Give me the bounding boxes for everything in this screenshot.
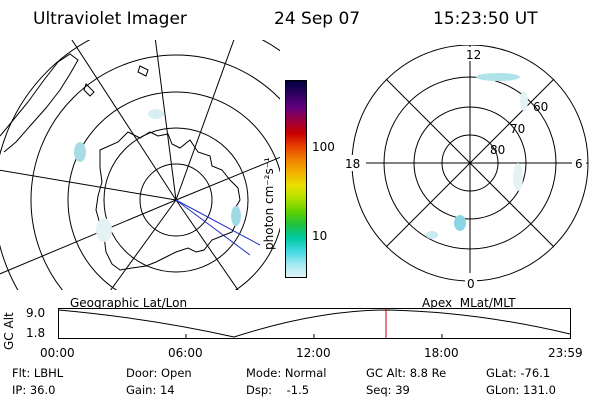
aurora-patch [476,73,520,81]
time-label: 15:23:50 UT [433,9,538,29]
mlat-label-70: 70 [510,122,525,136]
info-gc-alt: GC Alt: 8.8 Re [366,366,447,380]
xtick-2359: 23:59 [548,346,583,360]
meridian-line [175,199,239,290]
info-flt: Flt: LBHL [12,366,64,380]
geographic-map [0,40,280,290]
app-title: Ultraviolet Imager [33,9,187,29]
colorbar-tick-100: 100 [312,140,335,154]
lat-circle-40 [0,40,280,290]
xtick-0000: 00:00 [40,346,75,360]
xtick-1800: 18:00 [424,346,459,360]
info-ip: IP: 36.0 [12,383,56,397]
mlt-label-18: 18 [345,157,360,171]
colorbar-tick-10: 10 [312,229,328,243]
left-map-caption: Geographic Lat/Lon [70,296,188,310]
info-dsp: Dsp: -1.5 [246,383,310,397]
antarctica-coast [95,131,241,271]
timeline-ymin: 1.8 [26,326,46,340]
info-glon: GLon: 131.0 [486,383,556,397]
colorbar-label: photon cm⁻²s⁻¹ [262,157,276,250]
mlt-label-12: 12 [466,48,481,62]
lat-circle-60 [67,91,280,290]
aurora-patch [74,142,86,162]
aurora-patch [231,206,241,226]
meridian-line [175,156,280,201]
info-door: Door: Open [126,366,192,380]
lat-circle-50 [30,54,280,290]
meridian-line [110,199,177,290]
island-outline [83,83,95,97]
lat-circle-70 [103,127,249,273]
aurora-patch [148,109,164,119]
magnetic-map: 12 6 0 18 60 70 80 [342,45,589,290]
right-map-caption: Apex MLat/MLT [422,296,516,310]
xtick-0600: 06:00 [168,346,203,360]
meridian-line [0,169,177,201]
aurora-patch [96,218,112,242]
timeline-ylabel: GC Alt [2,312,16,350]
info-glat: GLat: -76.1 [486,366,551,380]
terminator-line [175,199,261,246]
meridian-line [71,40,177,201]
meridian-line [0,199,177,275]
lat-circle-80 [139,163,213,237]
timeline-ymax: 9.0 [26,306,46,320]
aurora-patch [426,231,438,239]
mlt-label-6: 6 [575,157,583,171]
meridian-line [154,40,177,201]
mlat-label-60: 60 [533,100,548,114]
date-label: 24 Sep 07 [274,9,361,29]
colorbar [285,80,307,278]
timeline-frame [58,308,571,339]
terminator-line [175,199,251,256]
altitude-curve [58,309,571,338]
aurora-patch [454,215,466,231]
meridian-line [175,40,235,201]
south-america-coast [0,53,79,153]
mlat-label-80: 80 [490,143,505,157]
xtick-1200: 12:00 [296,346,331,360]
info-gain: Gain: 14 [126,383,175,397]
aurora-patch [513,163,523,191]
info-mode: Mode: Normal [246,366,327,380]
island-outline [137,65,149,77]
info-seq: Seq: 39 [366,383,410,397]
mlt-label-0: 0 [467,277,475,290]
aurora-patch [520,91,528,111]
altitude-timeline [58,308,571,339]
